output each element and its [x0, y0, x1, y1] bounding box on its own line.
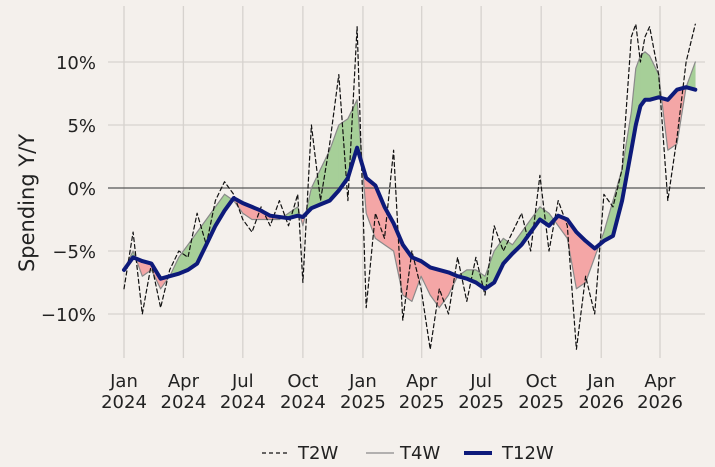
x-tick-month-label: Jan — [109, 371, 138, 392]
y-axis-label: Spending Y/Y — [15, 134, 39, 272]
x-tick-month-label: Apr — [168, 371, 200, 392]
legend-label-t2w: T2W — [297, 443, 338, 464]
x-tick-year-label: 2024 — [280, 392, 326, 413]
legend-label-t12w: T12W — [501, 443, 554, 464]
x-tick-month-label: Apr — [644, 371, 676, 392]
x-tick-month-label: Oct — [526, 371, 557, 392]
y-tick-label: −10% — [41, 305, 96, 326]
x-tick-year-label: 2024 — [101, 392, 147, 413]
legend: T2W T4W T12W — [262, 443, 554, 464]
x-tick-month-label: Jan — [348, 371, 377, 392]
series-line-t12w — [122, 85, 698, 291]
series-lines — [122, 23, 698, 350]
x-tick-month-label: Apr — [406, 371, 438, 392]
x-tick-year-label: 2025 — [518, 392, 564, 413]
x-tick-month-label: Jul — [469, 371, 492, 392]
x-tick-month-label: Jul — [231, 371, 254, 392]
series-line-t2w — [123, 23, 696, 350]
x-tick-month-label: Oct — [287, 371, 318, 392]
x-tick-year-label: 2024 — [161, 392, 207, 413]
x-tick-year-label: 2025 — [399, 392, 445, 413]
legend-label-t4w: T4W — [399, 443, 440, 464]
y-tick-label: −5% — [52, 242, 96, 263]
x-tick-year-label: 2026 — [637, 392, 683, 413]
x-tick-year-label: 2024 — [220, 392, 266, 413]
series-line-t4w — [123, 51, 696, 309]
y-axis: −10% −5% 0% 5% 10% — [41, 53, 96, 326]
y-tick-label: 0% — [67, 179, 96, 200]
x-tick-year-label: 2025 — [458, 392, 504, 413]
x-tick-month-label: Jan — [586, 371, 615, 392]
gridlines — [108, 6, 705, 358]
x-axis: Jan2024Apr2024Jul2024Oct2024Jan2025Apr20… — [101, 371, 683, 413]
y-tick-label: 10% — [56, 53, 96, 74]
y-tick-label: 5% — [67, 116, 96, 137]
fill-above-area — [644, 51, 650, 101]
x-tick-year-label: 2026 — [578, 392, 624, 413]
x-tick-year-label: 2025 — [340, 392, 386, 413]
